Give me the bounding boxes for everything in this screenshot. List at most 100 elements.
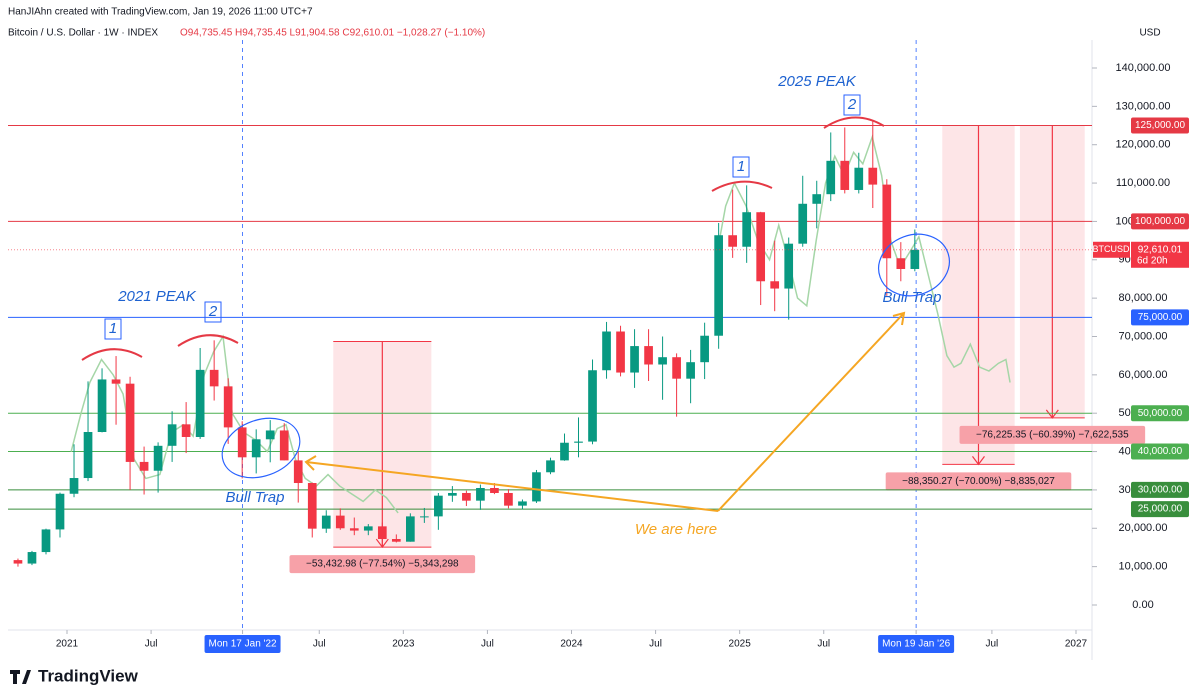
currency: USD (1139, 28, 1160, 39)
price-label-bg (1131, 241, 1189, 268)
candle-body (854, 167, 864, 190)
measure-arrow (972, 125, 985, 466)
candle-body (209, 369, 219, 387)
label-box (732, 156, 750, 178)
x-tick-label: Jul (986, 639, 999, 650)
label-box (204, 301, 222, 323)
candle-body (391, 539, 401, 542)
annotation: Bull Trap (226, 489, 285, 506)
h-line-label-bg (1131, 481, 1189, 498)
arc (823, 116, 885, 129)
candle-body (349, 528, 359, 531)
logo: TradingView (10, 666, 139, 685)
logo-mark (10, 670, 31, 684)
candle-body (265, 430, 275, 440)
measure-arrow (375, 341, 389, 549)
measure-label: −53,432.98 (−77.54%) −5,343,298 (306, 559, 459, 570)
h-line-label: 30,000.00 (1138, 485, 1183, 496)
candle-body (405, 516, 415, 542)
annotation: We are here (635, 521, 717, 538)
candle-body (658, 357, 667, 365)
candle-body (55, 493, 65, 530)
h-line-label-bg (1131, 443, 1189, 460)
candle-body (574, 441, 583, 443)
candle-body (504, 492, 513, 506)
candle-body (476, 488, 485, 501)
h-line-label: 50,000.00 (1138, 408, 1183, 419)
candle-body (279, 430, 289, 461)
y-tick-label: 80,000.00 (1119, 292, 1168, 304)
x-tick-label: 2027 (1065, 639, 1088, 650)
measure-label-bg (885, 472, 1072, 491)
candle-body (97, 379, 107, 432)
candle-body (293, 460, 303, 484)
h-line-label: 75,000.00 (1138, 312, 1183, 323)
h-line-label-bg (1131, 213, 1189, 230)
candle-body (335, 515, 345, 529)
candle-body (434, 495, 443, 517)
candle-body (896, 258, 906, 269)
x-tick-label: Jul (481, 639, 494, 650)
price-label: 92,610.01 (1138, 244, 1183, 255)
candle-body (784, 243, 794, 289)
y-tick-label: 130,000.00 (1115, 100, 1170, 112)
h-line-label-bg (1131, 405, 1189, 422)
candle-body (363, 526, 373, 531)
candle-body (448, 492, 457, 496)
annotation: 2021 PEAK (117, 288, 197, 305)
candle-body (700, 335, 709, 363)
candle-body (195, 369, 205, 437)
h-line-label: 40,000.00 (1138, 446, 1183, 457)
candle-body (560, 442, 569, 461)
candle-body (910, 249, 920, 269)
annotation: 2025 PEAK (777, 73, 857, 90)
y-tick-label: 70,000.00 (1119, 330, 1168, 342)
arc (177, 334, 239, 347)
ohlc-readout: O94,735.45 H94,735.45 L91,904.58 C92,610… (180, 28, 485, 39)
measure-label: −88,350.27 (−70.00%) −8,835,027 (902, 476, 1055, 487)
x-tick-label: Mon 19 Jan '26 (882, 639, 951, 650)
annotation: 1 (737, 158, 745, 175)
candle-body (420, 516, 429, 518)
candle-body (672, 357, 681, 379)
x-tick-label: Jul (649, 639, 662, 650)
arrow (717, 311, 906, 512)
annotation: 2 (208, 303, 218, 320)
candle-body (307, 483, 317, 529)
y-tick-label: 60,000.00 (1119, 369, 1168, 381)
candle-body (812, 194, 822, 204)
candle-body (462, 492, 471, 501)
measure-label: −76,225.35 (−60.39%) −7,622,535 (976, 430, 1129, 441)
candle-body (490, 488, 499, 493)
candle-body (237, 427, 247, 458)
candle-body (27, 552, 37, 564)
candle-body (798, 203, 808, 244)
y-tick-label: 10,000.00 (1119, 561, 1168, 573)
x-tick-highlight (878, 635, 955, 653)
candle-body (125, 383, 135, 462)
arrow (304, 455, 719, 512)
candle-body (602, 331, 611, 371)
label-box (843, 94, 861, 116)
candle-body (770, 281, 780, 289)
chart-title: Bitcoin / U.S. Dollar · 1W · INDEX (8, 28, 158, 39)
candle-body (686, 362, 695, 379)
candle-body (588, 370, 597, 442)
candle-body (644, 346, 653, 365)
attribution: HanJIAhn created with TradingView.com, J… (8, 7, 313, 18)
candle-body (83, 432, 93, 479)
symbol-bg (1093, 241, 1130, 258)
ellipse (878, 233, 950, 297)
h-line-label: 100,000.00 (1135, 216, 1185, 227)
label-box (104, 318, 122, 340)
candle-body (139, 461, 149, 471)
candle-body (756, 212, 766, 282)
arc (81, 348, 143, 361)
x-tick-label: 2021 (56, 639, 79, 650)
measure-arrow (1045, 125, 1059, 419)
candle-body (546, 460, 555, 473)
candle-body (840, 160, 850, 190)
candle-body (826, 160, 836, 195)
h-line-label-bg (1131, 309, 1189, 326)
